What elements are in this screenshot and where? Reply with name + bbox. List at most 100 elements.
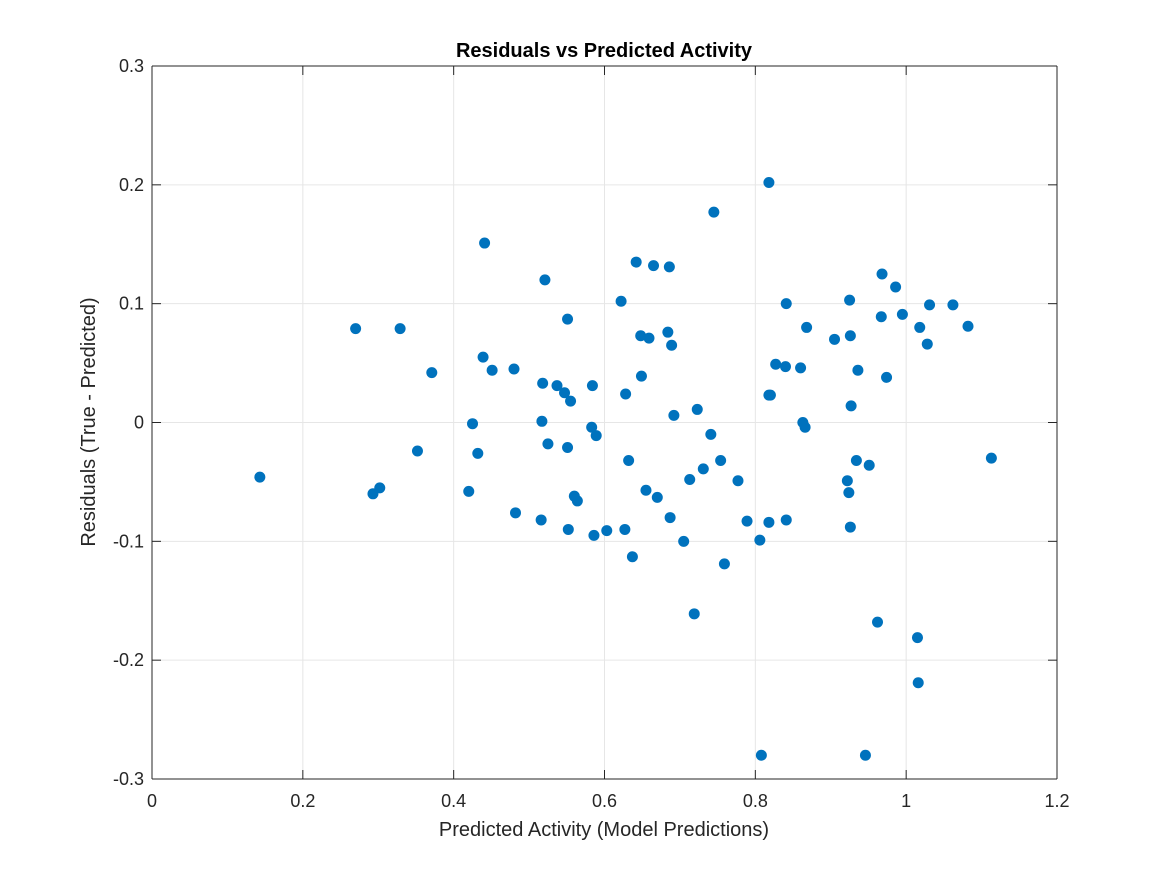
data-point <box>626 551 638 563</box>
data-point <box>508 363 520 375</box>
data-point <box>620 388 632 400</box>
data-point <box>741 515 753 527</box>
chart-title: Residuals vs Predicted Activity <box>456 40 753 62</box>
data-point <box>780 361 791 373</box>
data-point <box>921 338 933 350</box>
data-point <box>845 400 857 412</box>
data-point <box>539 274 551 286</box>
x-axis-label: Predicted Activity (Model Predictions) <box>439 819 769 841</box>
x-tick-label: 0.8 <box>743 791 768 811</box>
data-point <box>394 323 406 335</box>
x-tick-label: 0.2 <box>290 791 315 811</box>
data-point <box>841 475 853 487</box>
data-point <box>536 415 548 427</box>
data-point <box>586 380 598 392</box>
data-point <box>754 534 766 546</box>
x-tick-label: 1.2 <box>1044 791 1069 811</box>
data-point <box>562 441 574 453</box>
data-point <box>562 313 574 325</box>
data-point <box>630 256 642 268</box>
data-point <box>799 421 811 433</box>
data-point <box>510 507 522 519</box>
data-point <box>467 418 479 430</box>
data-point <box>875 311 887 323</box>
data-point <box>801 321 813 333</box>
data-point <box>715 455 727 467</box>
x-tick-label: 0 <box>147 791 157 811</box>
y-tick-label: 0.3 <box>119 56 144 76</box>
y-tick-label: -0.2 <box>113 650 144 670</box>
data-point <box>559 387 571 399</box>
y-axis-label: Residuals (True - Predicted) <box>78 297 100 546</box>
data-point <box>859 749 871 761</box>
data-point <box>914 321 926 333</box>
data-point <box>479 237 491 249</box>
data-point <box>896 308 908 320</box>
x-tick-label: 0.4 <box>441 791 466 811</box>
data-point <box>962 320 974 332</box>
data-point <box>843 487 855 499</box>
data-point <box>411 445 423 457</box>
data-point <box>562 523 574 535</box>
data-point <box>635 370 647 382</box>
data-point <box>643 332 655 344</box>
data-point <box>535 514 547 526</box>
data-point <box>795 362 807 374</box>
data-point <box>876 268 888 280</box>
ticks <box>151 65 1058 780</box>
data-point <box>477 351 489 363</box>
x-tick-labels: 0 0.2 0.4 0.6 0.8 1 1.2 <box>147 791 1070 811</box>
data-point <box>764 389 776 401</box>
data-point <box>911 632 923 644</box>
data-point <box>668 409 680 421</box>
data-point <box>985 452 997 464</box>
y-tick-label: -0.3 <box>113 769 144 789</box>
data-point <box>463 485 475 497</box>
data-point <box>852 364 864 376</box>
data-point <box>863 459 875 471</box>
data-point <box>763 516 775 528</box>
data-point <box>664 512 676 524</box>
data-point <box>732 475 744 487</box>
data-point <box>829 333 841 345</box>
data-point <box>615 295 627 307</box>
data-point <box>844 521 856 533</box>
data-point <box>663 261 675 273</box>
data-point <box>651 491 663 503</box>
data-point <box>705 428 717 440</box>
data-point <box>590 430 602 442</box>
data-point <box>844 294 856 306</box>
data-point <box>565 395 577 407</box>
data-point <box>601 525 613 537</box>
data-point <box>623 455 635 467</box>
x-tick-label: 1 <box>901 791 911 811</box>
data-point <box>254 471 266 483</box>
data-point <box>586 421 598 433</box>
data-point <box>850 455 862 467</box>
data-point <box>648 260 660 272</box>
data-point <box>588 529 600 541</box>
data-point <box>635 330 647 342</box>
data-point <box>890 281 902 293</box>
data-point <box>678 535 690 547</box>
y-tick-label: 0.1 <box>119 294 144 314</box>
data-point <box>684 474 696 486</box>
data-points <box>254 176 997 761</box>
data-point <box>872 616 884 628</box>
data-point <box>542 438 554 450</box>
data-point <box>770 358 782 370</box>
data-point <box>763 176 775 188</box>
data-point <box>708 206 720 218</box>
data-point <box>755 749 767 761</box>
data-point <box>924 299 936 311</box>
data-point <box>426 367 438 379</box>
y-tick-labels: -0.3 -0.2 -0.1 0 0.1 0.2 0.3 <box>113 56 144 789</box>
y-tick-label: 0 <box>134 413 144 433</box>
data-point <box>881 371 893 383</box>
data-point <box>472 447 484 459</box>
data-point <box>640 484 652 496</box>
data-point <box>780 298 792 310</box>
data-point <box>619 523 631 535</box>
